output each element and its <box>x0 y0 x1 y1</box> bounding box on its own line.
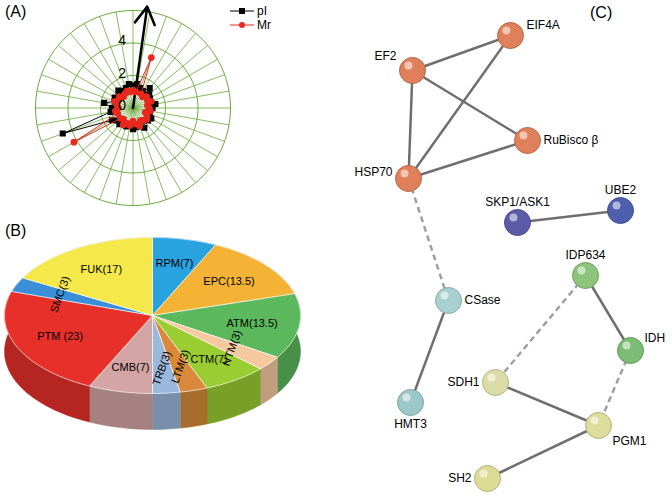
svg-text:SH2: SH2 <box>448 471 472 485</box>
svg-text:PGM1: PGM1 <box>613 434 647 448</box>
html-text:(C): (C) <box>590 4 613 21</box>
svg-text:IDP634: IDP634 <box>565 248 605 262</box>
svg-text:TRB(3): TRB(3) <box>150 349 173 386</box>
svg-text:SMC(3): SMC(3) <box>48 274 72 314</box>
svg-text:IDH: IDH <box>645 331 666 345</box>
svg-text:RuBisco β: RuBisco β <box>544 133 599 147</box>
svg-text:2: 2 <box>118 65 126 81</box>
svg-text:EIF4A: EIF4A <box>527 18 560 32</box>
svg-text:SKP1/ASK1: SKP1/ASK1 <box>485 195 550 209</box>
html-text:(A): (A) <box>5 3 27 20</box>
svg-text:CMB(7): CMB(7) <box>112 361 150 373</box>
svg-text:FUK(17): FUK(17) <box>80 263 122 275</box>
svg-text:CSase: CSase <box>465 293 501 307</box>
svg-text:4: 4 <box>118 32 126 48</box>
svg-text:RPM(7): RPM(7) <box>156 257 194 269</box>
html-text:pI: pI <box>257 4 267 18</box>
svg-text:SDH1: SDH1 <box>447 375 479 389</box>
svg-text:HSP70: HSP70 <box>354 165 392 179</box>
svg-text:EPC(13.5): EPC(13.5) <box>203 275 254 287</box>
svg-text:ATM(13.5): ATM(13.5) <box>227 316 278 328</box>
svg-text:0: 0 <box>118 97 126 113</box>
svg-text:UBE2: UBE2 <box>605 183 637 197</box>
html-text:(B): (B) <box>5 222 27 239</box>
svg-text:PTM (23): PTM (23) <box>37 330 83 342</box>
html-text:Mr: Mr <box>257 18 271 32</box>
svg-text:EF2: EF2 <box>374 49 396 63</box>
svg-text:CTM(7): CTM(7) <box>190 352 228 365</box>
svg-text:HMT3: HMT3 <box>394 417 427 431</box>
svg-text:LTM(3): LTM(3) <box>168 347 192 385</box>
svg-text:NTM(3): NTM(3) <box>220 328 244 367</box>
